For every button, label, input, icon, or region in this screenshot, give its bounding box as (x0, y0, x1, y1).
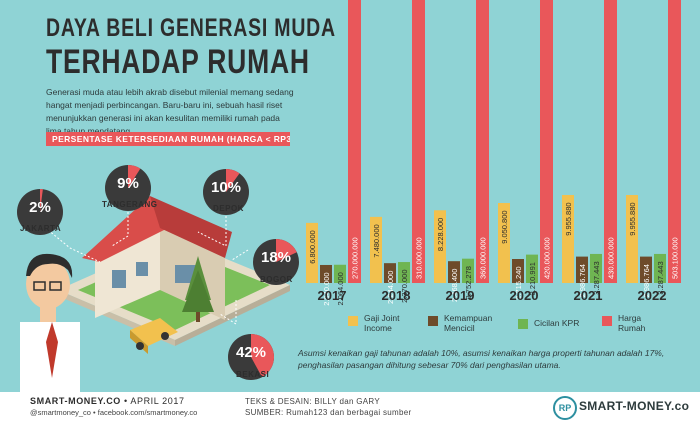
bar-2022-cicilan-kpr (654, 253, 666, 283)
pie-value-tangerang: 9% (117, 175, 139, 192)
pie-value-depok: 10% (210, 179, 242, 196)
bar-label-2017-2: 2.064.000 (336, 272, 345, 305)
bar-2017-gaji-joint-income (306, 222, 318, 283)
intro-text: Generasi muda atau lebih akrab disebut m… (46, 87, 294, 136)
bar-label-2017-0: 6.800.000 (308, 230, 317, 263)
footer-date: • APRIL 2017 (124, 396, 185, 406)
pie-value-bogor: 18% (260, 249, 292, 266)
footer-source: SUMBER: Rumah123 dan berbagai sumber (245, 408, 412, 417)
connector-lines (41, 212, 249, 325)
bar-label-2022-2: 3.287.443 (656, 261, 665, 294)
bar-2022-gaji-joint-income (626, 195, 638, 283)
year-label-2020: 2020 (510, 288, 539, 303)
pie-slice-jakarta (40, 189, 43, 212)
bar-2021-cicilan-kpr (590, 253, 602, 283)
bar-2020-kemampuan-mencicil (512, 259, 524, 283)
year-label-2017: 2017 (318, 288, 347, 303)
bar-label-2019-1: 2.468.400 (450, 269, 459, 302)
bar-label-2020-1: 2.715.240 (514, 266, 523, 299)
legend-swatch-kemampuan (428, 316, 438, 326)
bar-2020-cicilan-kpr (526, 254, 538, 283)
footer-social[interactable]: @smartmoney_co • facebook.com/smartmoney… (30, 408, 198, 417)
legend-item-harga: Harga Rumah (618, 313, 646, 333)
bar-label-2018-0: 7.480.000 (372, 224, 381, 257)
bar-2018-cicilan-kpr (398, 262, 410, 283)
bar-2017-kemampuan-mencicil (320, 264, 332, 283)
bar-2017-harga-rumah (348, 0, 361, 283)
year-label-2021: 2021 (574, 288, 603, 303)
title-line-1: DAYA BELI GENERASI MUDA (46, 14, 336, 42)
footer: SMART-MONEY.CO • APRIL 2017 @smartmoney_… (0, 392, 700, 422)
footer-credit: TEKS & DESAIN: BILLY dan GARY (245, 397, 380, 406)
house-illustration (58, 196, 290, 354)
bar-2020-gaji-joint-income (498, 203, 510, 283)
bar-label-2022-1: 2.986.764 (642, 264, 651, 297)
bar-label-2019-2: 2.752.278 (464, 266, 473, 299)
bar-label-2017-1: 2.040.000 (322, 272, 331, 305)
bar-2019-cicilan-kpr (462, 258, 474, 283)
bar-label-2018-2: 2.370.000 (400, 269, 409, 302)
footer-brand-name: SMART-MONEY.CO (30, 396, 121, 406)
city-label-jakarta: JAKARTA (20, 224, 62, 233)
bar-2018-kemampuan-mencicil (384, 263, 396, 283)
year-label-2019: 2019 (446, 288, 475, 303)
city-label-bogor: BOGOR (260, 275, 293, 284)
title-line-2: TERHADAP RUMAH (46, 43, 310, 81)
bar-label-2020-0: 9.050.800 (500, 210, 509, 243)
city-label-tangerang: TANGERANG (102, 200, 158, 209)
bar-2022-harga-rumah (668, 0, 681, 283)
bar-2019-kemampuan-mencicil (448, 261, 460, 283)
pie-slice-bekasi (251, 334, 275, 378)
bar-label-2019-3: 360.000.000 (479, 237, 488, 279)
availability-banner: PERSENTASE KETERSEDIAAN RUMAH (HARGA < R… (46, 132, 290, 146)
bar-label-2021-3: 430.000.000 (607, 237, 616, 279)
legend-swatch-harga (602, 316, 612, 326)
bar-2019-harga-rumah (476, 0, 489, 283)
pie-slice-tangerang (128, 165, 141, 188)
chart-canvas: 6.800.000 2.040.000 2.064.000 270.000.000 20… (17, 0, 681, 392)
bar-label-2020-2: 3.210.991 (528, 262, 537, 295)
pie-slice-bogor (276, 239, 297, 262)
pie-value-jakarta: 2% (29, 199, 51, 216)
legend-item-kemampuan: Kemampuan Mencicil (444, 313, 493, 333)
bar-label-2018-3: 310.000.000 (415, 237, 424, 279)
pie-value-bekasi: 42% (235, 344, 267, 361)
year-label-2018: 2018 (382, 288, 411, 303)
bar-label-2021-2: 3.287.443 (592, 261, 601, 294)
bar-2022-kemampuan-mencicil (640, 256, 652, 283)
legend-item-cicilan: Cicilan KPR (534, 318, 580, 328)
legend-swatch-gaji (348, 316, 358, 326)
bar-2021-gaji-joint-income (562, 195, 574, 283)
pie-slice-depok (226, 169, 240, 192)
legend-item-gaji: Gaji Joint Income (364, 313, 400, 333)
city-label-depok: DEPOK (213, 204, 244, 213)
bar-label-2021-1: 2.986.764 (578, 264, 587, 297)
bar-label-2019-0: 8.228.000 (436, 218, 445, 251)
bar-2020-harga-rumah (540, 0, 553, 283)
bar-2021-harga-rumah (604, 0, 617, 283)
bar-2018-gaji-joint-income (370, 216, 382, 283)
logo-icon: RP (553, 396, 577, 420)
bar-label-2018-1: 2.244.000 (386, 271, 395, 304)
bar-label-2020-3: 420.000.000 (543, 237, 552, 279)
bar-2019-gaji-joint-income (434, 210, 446, 283)
person-illustration (20, 253, 80, 392)
year-label-2022: 2022 (638, 288, 667, 303)
assumption-note: Asumsi kenaikan gaji tahunan adalah 10%,… (298, 348, 665, 370)
bar-label-2021-0: 9.955.880 (564, 202, 573, 235)
legend-swatch-cicilan (518, 319, 528, 329)
logo-text: SMART-MONEY.co (579, 399, 690, 413)
bar-label-2022-3: 503.100.000 (671, 237, 680, 279)
footer-brand: SMART-MONEY.CO • APRIL 2017 (30, 396, 185, 406)
bar-series: 6.800.000 2.040.000 2.064.000 270.000.000 20… (306, 0, 681, 306)
bar-label-2022-0: 9.955.880 (628, 202, 637, 235)
bar-2021-kemampuan-mencicil (576, 256, 588, 283)
city-label-bekasi: BEKASI (236, 370, 270, 379)
availability-pies (17, 165, 299, 380)
bar-label-2017-3: 270.000.000 (351, 237, 360, 279)
bar-2017-cicilan-kpr (334, 264, 346, 283)
bar-2018-harga-rumah (412, 0, 425, 283)
